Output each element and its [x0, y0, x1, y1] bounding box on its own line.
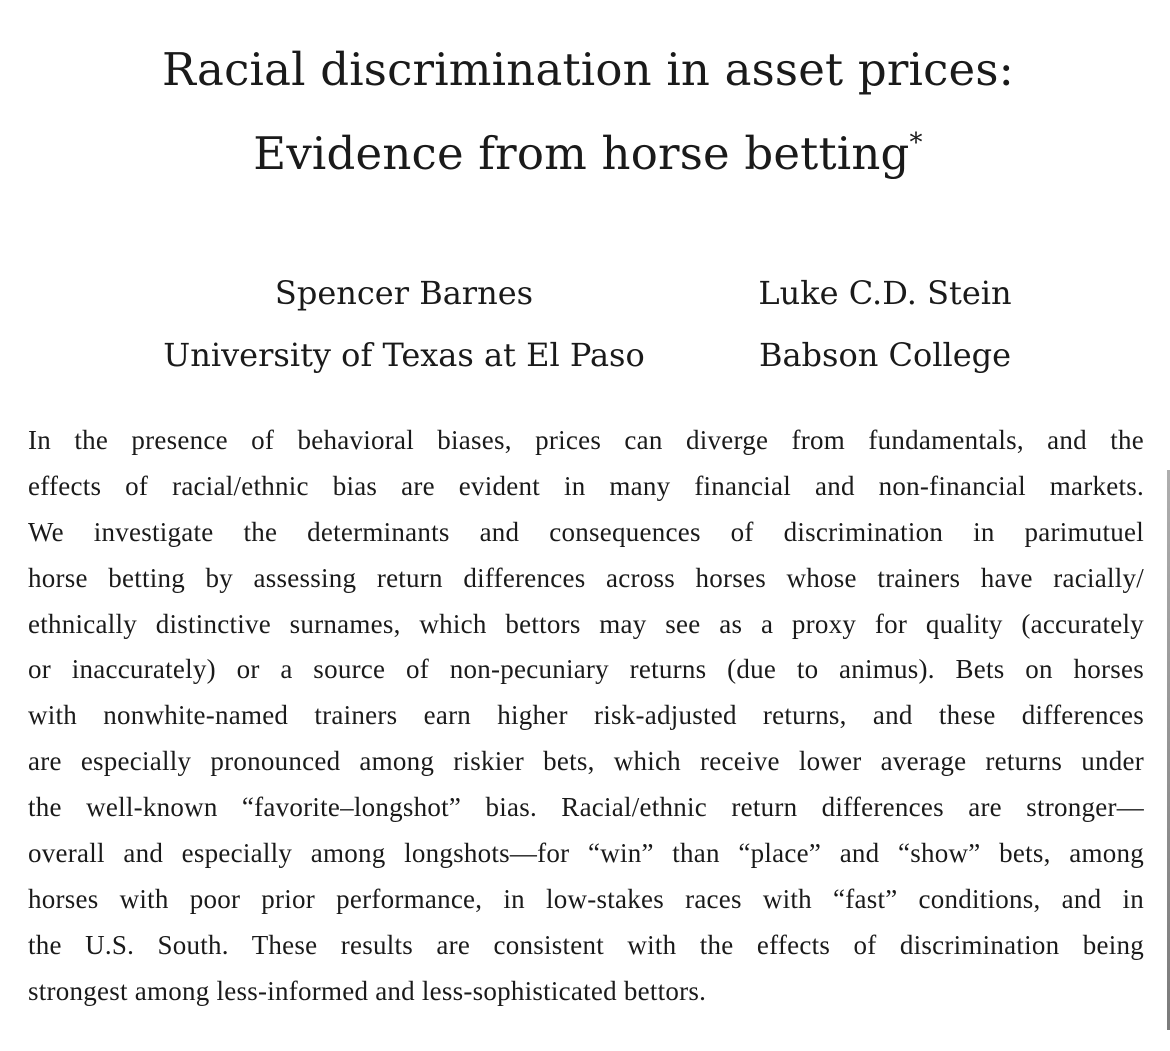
- title-footnote-mark: *: [909, 128, 923, 158]
- page-edge-shadow: [1167, 470, 1170, 1030]
- paper-title: Racial discrimination in asset prices: E…: [0, 28, 1170, 196]
- abstract-line: In the presence of behavioral biases, pr…: [28, 425, 1144, 455]
- abstract-line: with nonwhite-named trainers earn higher…: [28, 700, 1144, 731]
- author-2: Luke C.D. Stein Babson College: [735, 262, 1035, 386]
- author-name: Spencer Barnes: [274, 274, 534, 312]
- abstract-line: are especially pronounced among riskier …: [28, 746, 1144, 777]
- author-affiliation: Babson College: [758, 336, 1012, 374]
- author-name: Luke C.D. Stein: [758, 274, 1012, 312]
- abstract-line: horses with poor prior performance, in l…: [28, 883, 1144, 914]
- abstract-line: overall and especially among longshots—f…: [28, 838, 1144, 869]
- abstract-line: We investigate the determinants and cons…: [28, 516, 1144, 547]
- abstract-line: the well-known “favorite–longshot” bias.…: [28, 792, 1144, 823]
- abstract-line: strongest among less-informed and less-s…: [28, 975, 707, 1006]
- title-line-1: Racial discrimination in asset prices:: [161, 43, 1015, 96]
- author-affiliation: University of Texas at El Paso: [163, 336, 645, 374]
- title-line-2: Evidence from horse betting*: [0, 112, 1170, 196]
- abstract: In the presence of behavioral biases, pr…: [28, 418, 1144, 1015]
- abstract-line: the U.S. South. These results are consis…: [28, 929, 1144, 960]
- abstract-line: or inaccurately) or a source of non-pecu…: [28, 654, 1144, 685]
- abstract-line: horse betting by assessing return differ…: [28, 562, 1144, 593]
- author-block: Spencer Barnes University of Texas at El…: [0, 262, 1170, 374]
- author-1: Spencer Barnes University of Texas at El…: [140, 262, 668, 386]
- abstract-line: ethnically distinctive surnames, which b…: [28, 608, 1144, 639]
- title-line-2-text: Evidence from horse betting: [253, 127, 910, 180]
- abstract-line: effects of racial/ethnic bias are eviden…: [28, 470, 1144, 501]
